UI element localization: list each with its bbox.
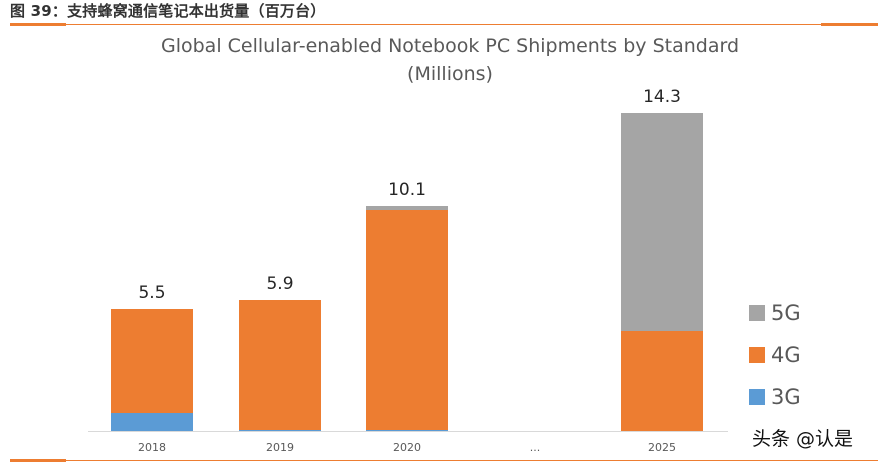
bottom-divider-accent-left	[10, 459, 66, 462]
legend-swatch-3g	[749, 389, 765, 405]
x-tick-label: ...	[529, 441, 541, 454]
figure-caption: 图 39：支持蜂窝通信笔记本出货量（百万台）	[10, 2, 326, 20]
legend-swatch-4g	[749, 347, 765, 363]
bar-segment-3g	[239, 429, 321, 431]
legend: 5G 4G 3G	[749, 292, 801, 418]
x-tick-label: 2019	[266, 441, 294, 454]
bar-segment-5g	[621, 113, 703, 331]
chart-title-line1: Global Cellular-enabled Notebook PC Ship…	[160, 35, 740, 57]
top-divider	[10, 24, 878, 25]
chart-title: Global Cellular-enabled Notebook PC Ship…	[140, 32, 760, 88]
watermark: 头条 @认是	[752, 428, 854, 450]
bar-total-label: 5.9	[266, 273, 294, 294]
x-axis-line	[88, 431, 728, 432]
legend-swatch-5g	[749, 305, 765, 321]
bar-2019	[239, 299, 321, 431]
bar-total-label: 5.5	[138, 282, 166, 303]
top-divider-accent-right	[821, 23, 878, 26]
bar-segment-4g	[239, 299, 321, 430]
bar-segment-3g	[366, 429, 448, 431]
bar-segment-4g	[111, 308, 193, 414]
bar-2018	[111, 308, 193, 431]
top-divider-accent-left	[10, 23, 66, 26]
x-tick-label: 2018	[138, 441, 166, 454]
bar-total-label: 10.1	[388, 180, 426, 201]
bottom-divider	[10, 460, 878, 461]
bar-2020	[366, 206, 448, 431]
legend-item-4g: 4G	[749, 334, 801, 376]
chart-title-line2: (Millions)	[407, 63, 493, 85]
bar-segment-3g	[111, 413, 193, 431]
legend-item-5g: 5G	[749, 292, 801, 334]
bar-segment-4g	[366, 209, 448, 430]
bar-total-label: 14.3	[643, 87, 681, 107]
bar-2025	[621, 113, 703, 431]
bar-segment-5g	[366, 206, 448, 210]
x-tick-label: 2025	[648, 441, 676, 454]
legend-item-3g: 3G	[749, 376, 801, 418]
bar-segment-4g	[621, 330, 703, 431]
x-tick-label: 2020	[393, 441, 421, 454]
